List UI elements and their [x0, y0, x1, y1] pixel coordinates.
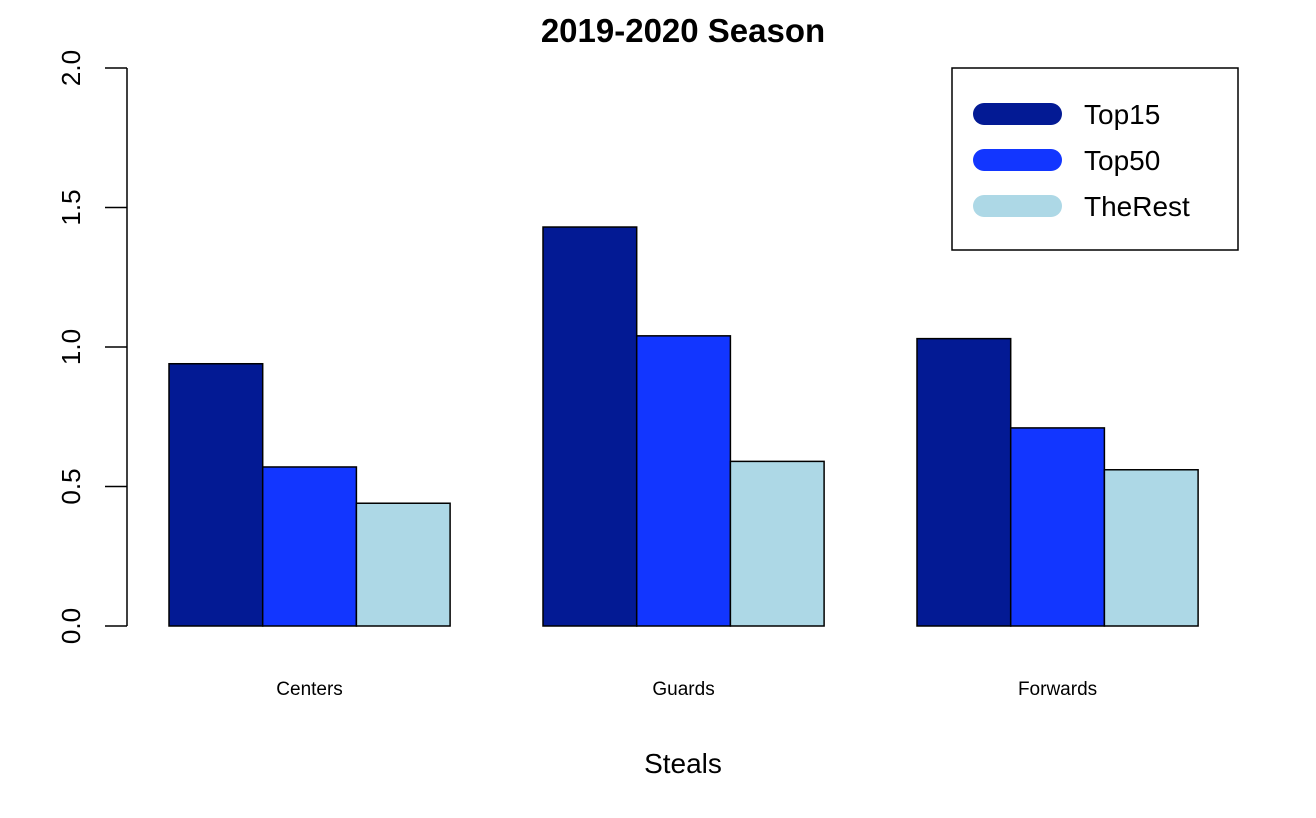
category-labels: Centers Guards Forwards — [276, 679, 1097, 700]
bar-guards-top15 — [542, 226, 638, 627]
bar-forwards-therest — [1103, 469, 1199, 627]
bar-centers-therest — [355, 502, 451, 627]
y-tick-label: 1.5 — [56, 189, 86, 225]
category-label: Centers — [276, 679, 343, 700]
chart-title: 2019-2020 Season — [541, 12, 825, 49]
bars-group — [168, 226, 1199, 627]
y-tick-label: 0.5 — [56, 468, 86, 504]
category-label: Guards — [652, 679, 714, 700]
legend-label: TheRest — [1084, 191, 1190, 222]
bar-centers-top15 — [168, 362, 264, 627]
bar-forwards-top15 — [916, 337, 1012, 627]
bar-centers-top50 — [261, 466, 358, 627]
y-tick-label: 0.0 — [56, 608, 86, 644]
legend: Top15 Top50 TheRest — [951, 67, 1239, 251]
bar-guards-therest — [729, 460, 825, 627]
x-axis-title: Steals — [644, 748, 722, 779]
bar-guards-top50 — [635, 335, 732, 627]
category-label: Forwards — [1018, 679, 1097, 700]
legend-label: Top50 — [1084, 145, 1160, 176]
y-tick-label: 1.0 — [56, 329, 86, 365]
legend-label: Top15 — [1084, 99, 1160, 130]
y-axis: 0.0 0.5 1.0 1.5 2.0 — [56, 50, 128, 644]
y-tick-label: 2.0 — [56, 50, 86, 86]
bar-forwards-top50 — [1009, 427, 1106, 627]
